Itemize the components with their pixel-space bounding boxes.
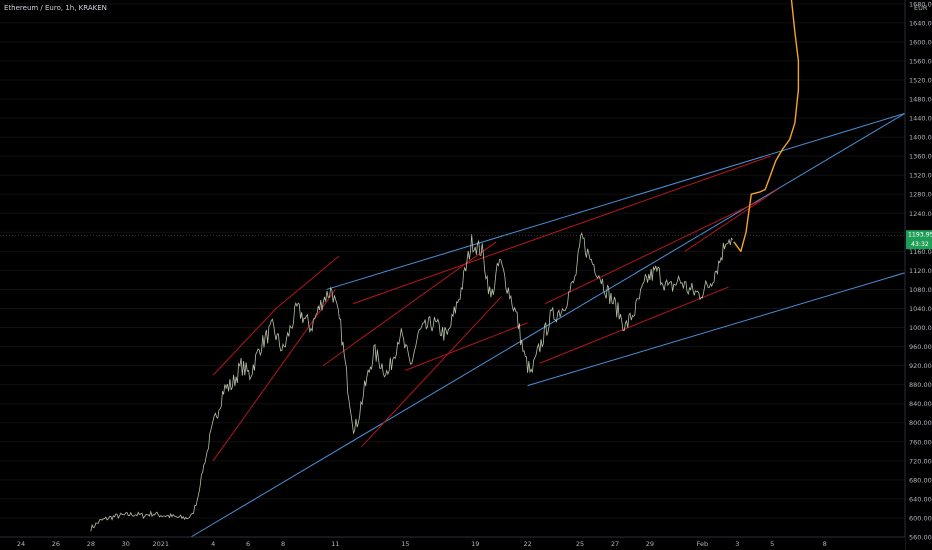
price-tick-label: 1040.00 [909, 305, 932, 313]
price-tick-label: 920.00 [909, 362, 932, 370]
time-tick-label: 19 [471, 540, 479, 548]
trendline-red [684, 189, 778, 252]
price-tick-label: 1120.00 [909, 267, 932, 275]
projection-line [733, 0, 800, 253]
price-tick-label: 1400.00 [909, 134, 932, 142]
red-trendlines [96, 155, 778, 539]
trendline-red [352, 155, 771, 305]
time-tick-label: 29 [646, 540, 654, 548]
price-tick-label: 1320.00 [909, 172, 932, 180]
price-tick-label: 1560.00 [909, 57, 932, 65]
price-tick-label: 1240.00 [909, 210, 932, 218]
time-tick-label: 2021 [152, 540, 169, 548]
last-price-tags: 1193.95 43:32 [0, 230, 932, 250]
price-axis: 560.00 600.00 640.00 680.00 720.00 760.00 800.… [904, 0, 932, 550]
price-tick-label: 1000.00 [909, 324, 932, 332]
time-tick-label: Feb [697, 540, 709, 548]
price-tick-label: 680.00 [909, 476, 932, 484]
time-tick-label: 15 [401, 540, 409, 548]
price-tick-label: 1160.00 [909, 248, 932, 256]
trendline-red [322, 241, 497, 367]
countdown-label: 43:32 [911, 241, 929, 248]
trendline-red [539, 286, 729, 364]
price-tick-label: 640.00 [909, 495, 932, 503]
price-tick-label: 960.00 [909, 343, 932, 351]
time-tick-label: 22 [523, 540, 531, 548]
time-axis: 24 26 28 30 2021 4 6 8 11 15 19 22 25 27 29 Feb 3 5 8 [0, 536, 905, 550]
time-tick-label: 24 [17, 540, 25, 548]
grid-lines [0, 3, 905, 538]
price-tick-label: 840.00 [909, 400, 932, 408]
time-tick-label: 11 [331, 540, 339, 548]
time-tick-label: 28 [87, 540, 95, 548]
trendline-red [212, 289, 336, 462]
time-tick-label: 8 [823, 540, 827, 548]
price-tick-label: 880.00 [909, 381, 932, 389]
price-tick-label: 1600.00 [909, 38, 932, 46]
trendline-red [544, 198, 764, 305]
price-tick-label: 1440.00 [909, 115, 932, 123]
price-tick-label: 1480.00 [909, 96, 932, 104]
price-tick-label: 1360.00 [909, 153, 932, 161]
price-tick-label: 1280.00 [909, 191, 932, 199]
trendline-red [275, 255, 340, 309]
time-tick-label: 3 [735, 540, 739, 548]
price-tick-label: 1640.00 [909, 19, 932, 27]
chart-title: Ethereum / Euro, 1h, KRAKEN [4, 4, 107, 12]
price-tick-label: 800.00 [909, 419, 932, 427]
price-tick-label: 720.00 [909, 457, 932, 465]
last-price-tag [906, 230, 932, 250]
price-tick-label: 1520.00 [909, 76, 932, 84]
price-tick-label: 1680.00 [909, 0, 932, 8]
trendline-red [361, 296, 502, 447]
last-price-label: 1193.95 [908, 232, 932, 239]
time-tick-label: 25 [576, 540, 584, 548]
time-tick-label: 27 [611, 540, 619, 548]
price-tick-label: 560.00 [909, 534, 932, 542]
trendline-blue [326, 112, 906, 290]
trendline-red [212, 308, 277, 376]
currency-label: EUR [914, 4, 928, 12]
time-tick-label: 26 [52, 540, 60, 548]
time-tick-label: 30 [122, 540, 130, 548]
price-axis-bg [905, 0, 932, 550]
price-tick-label: 600.00 [909, 514, 932, 522]
price-tick-label: 760.00 [909, 438, 932, 446]
time-tick-label: 4 [211, 540, 215, 548]
trendline-blue [527, 272, 906, 387]
time-tick-label: 6 [246, 540, 250, 548]
projection-series [733, 0, 800, 253]
time-tick-label: 5 [770, 540, 774, 548]
time-tick-label: 8 [281, 540, 285, 548]
price-series [90, 232, 733, 532]
price-tick-label: 1080.00 [909, 286, 932, 294]
price-line [90, 232, 733, 532]
trendline-red [405, 322, 528, 371]
time-axis-bg [0, 537, 905, 550]
